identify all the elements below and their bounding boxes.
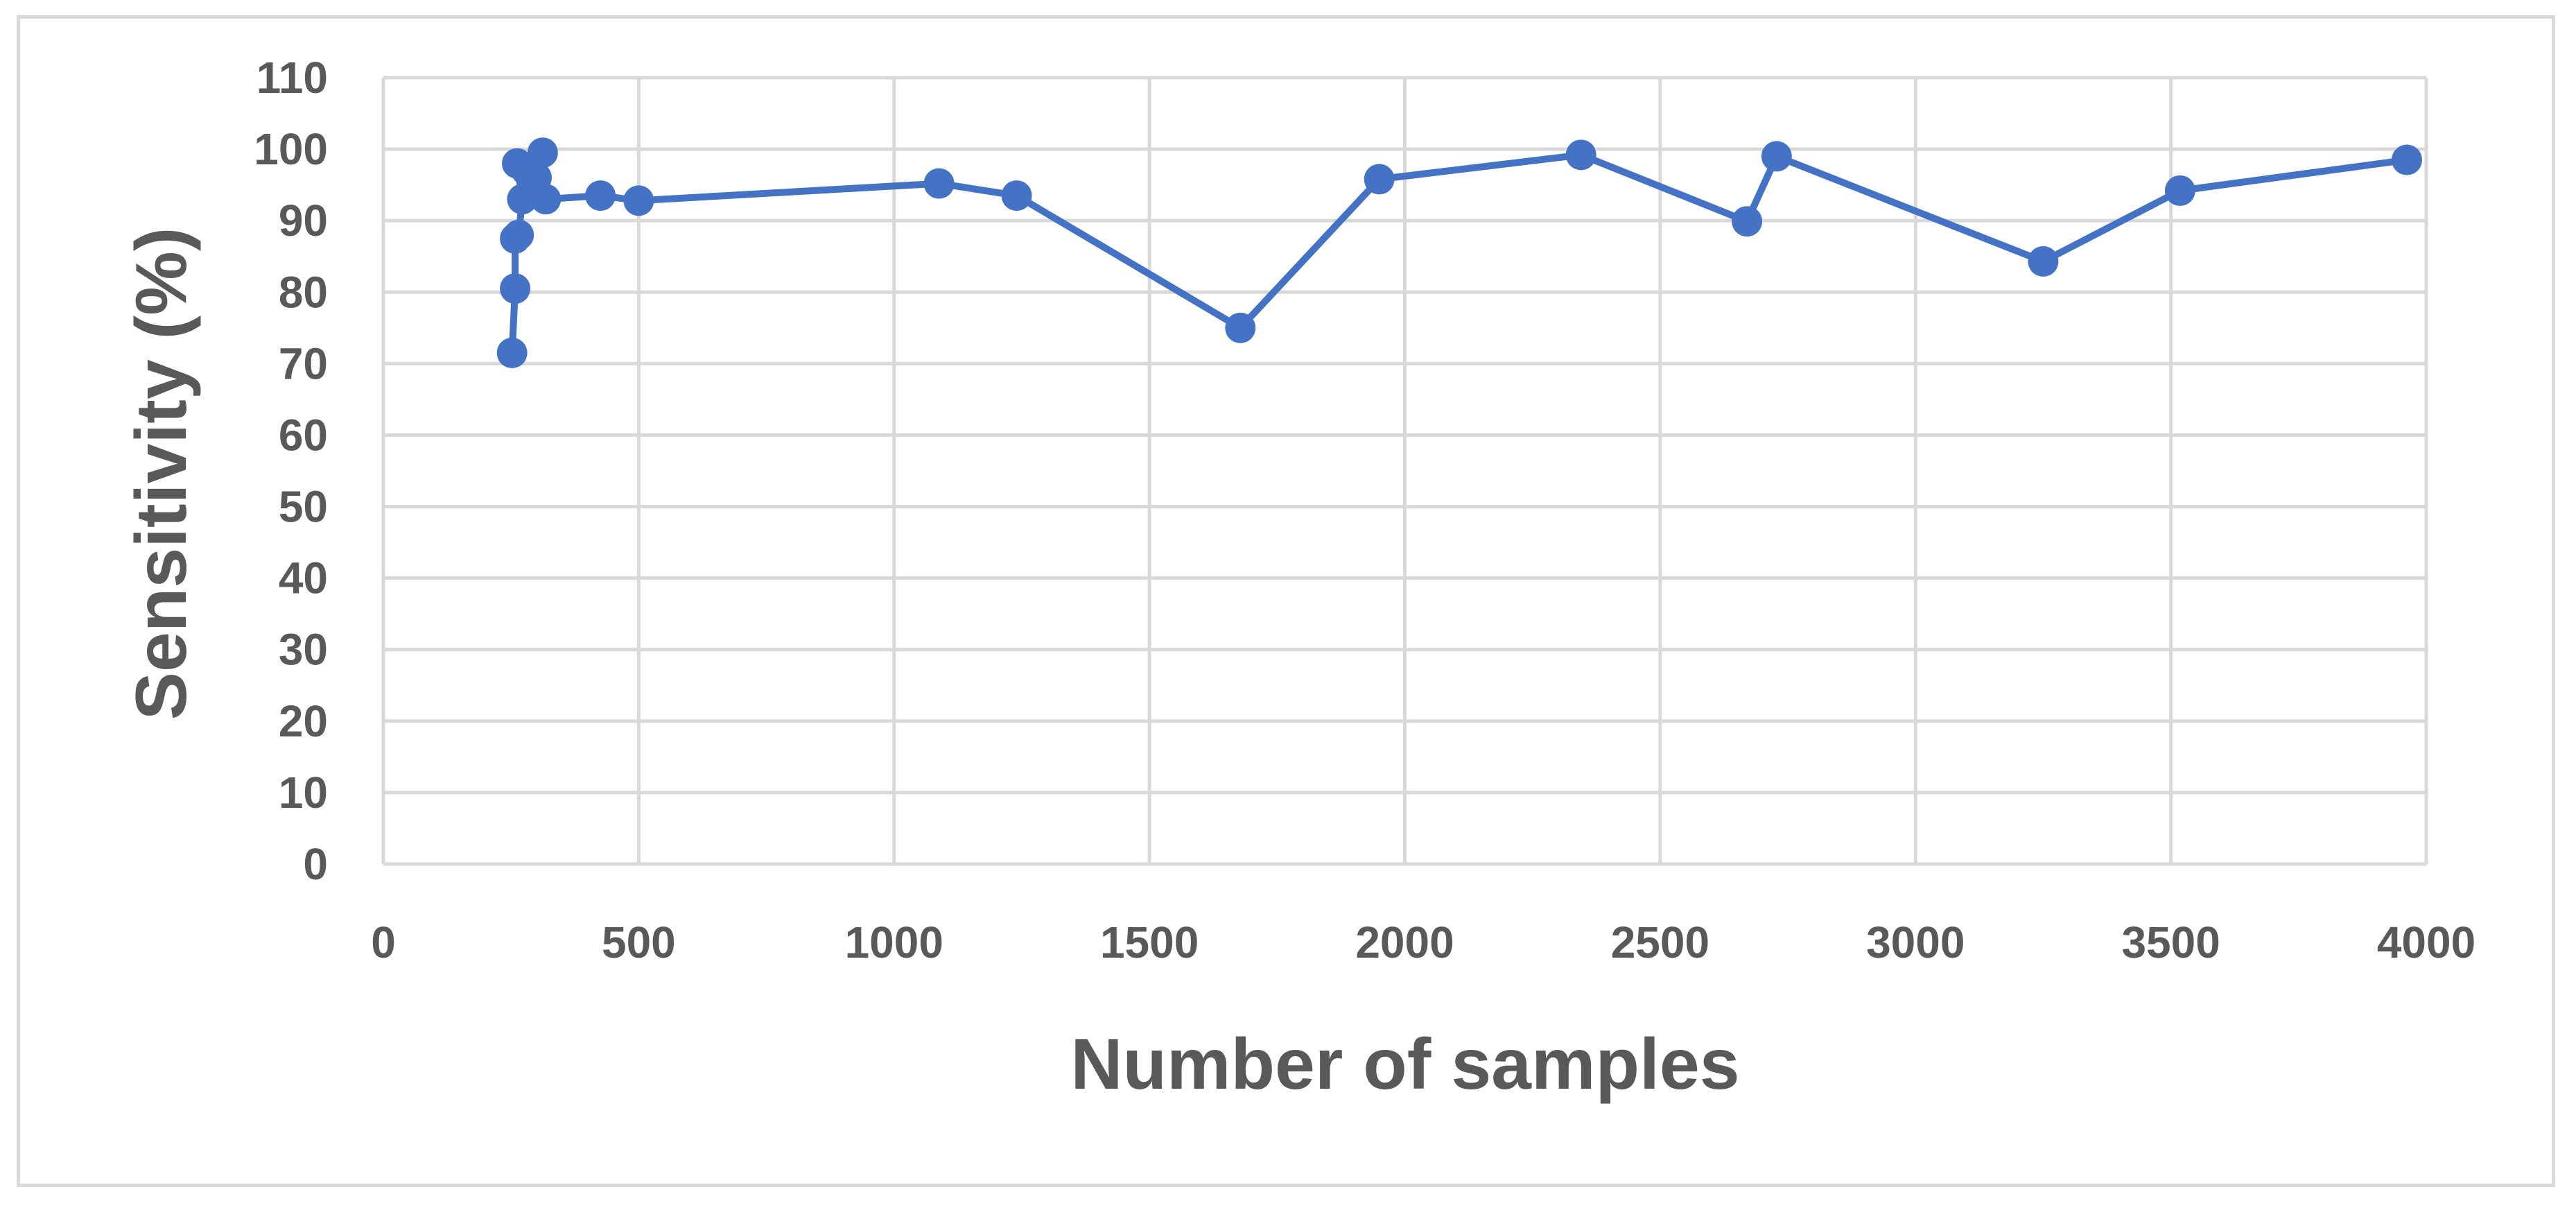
y-tick-label: 80 <box>279 267 328 317</box>
series-group <box>496 137 2423 368</box>
data-point <box>507 184 538 215</box>
data-point <box>496 337 528 368</box>
data-point <box>500 273 531 304</box>
x-axis-ticks: 0 500 1000 1500 2000 2500 3000 3500 4000 <box>371 917 2475 967</box>
data-point <box>1001 180 1032 212</box>
y-tick-label: 50 <box>279 482 328 532</box>
chart-frame <box>17 15 2555 1187</box>
y-axis-ticks: 0 10 20 30 40 50 60 70 80 90 100 110 <box>254 53 328 889</box>
x-tick-label: 4000 <box>2377 917 2475 967</box>
series-line <box>508 149 2408 354</box>
data-point <box>2392 144 2423 175</box>
data-point <box>923 168 955 199</box>
x-tick-label: 2500 <box>1611 917 1709 967</box>
y-tick-label: 90 <box>279 196 328 245</box>
y-tick-label: 40 <box>279 553 328 603</box>
data-point <box>2164 175 2195 206</box>
data-point <box>585 180 616 212</box>
data-point <box>623 185 654 216</box>
y-tick-label: 20 <box>279 696 328 746</box>
y-tick-label: 0 <box>303 839 328 889</box>
x-tick-label: 1000 <box>845 917 943 967</box>
y-tick-label: 10 <box>279 768 328 818</box>
data-point <box>1761 141 1792 172</box>
data-point <box>530 184 562 215</box>
x-tick-label: 500 <box>602 917 676 967</box>
data-point <box>1565 139 1596 171</box>
x-tick-label: 2000 <box>1355 917 1454 967</box>
data-point <box>1732 206 1763 237</box>
y-tick-label: 110 <box>256 53 328 103</box>
y-axis-title: Sensitivity (%) <box>121 227 202 721</box>
data-point <box>2028 245 2059 277</box>
x-tick-label: 3000 <box>1866 917 1965 967</box>
data-point <box>1364 164 1395 195</box>
data-point <box>527 137 558 169</box>
y-tick-label: 60 <box>279 410 328 460</box>
x-tick-label: 3500 <box>2121 917 2220 967</box>
x-axis-title: Number of samples <box>1070 1024 1739 1105</box>
y-tick-label: 70 <box>279 338 328 388</box>
data-point <box>1225 312 1256 343</box>
y-tick-label: 100 <box>254 124 328 174</box>
x-tick-label: 0 <box>371 917 396 967</box>
data-point <box>503 219 534 250</box>
x-tick-label: 1500 <box>1100 917 1199 967</box>
y-tick-label: 30 <box>279 625 328 675</box>
